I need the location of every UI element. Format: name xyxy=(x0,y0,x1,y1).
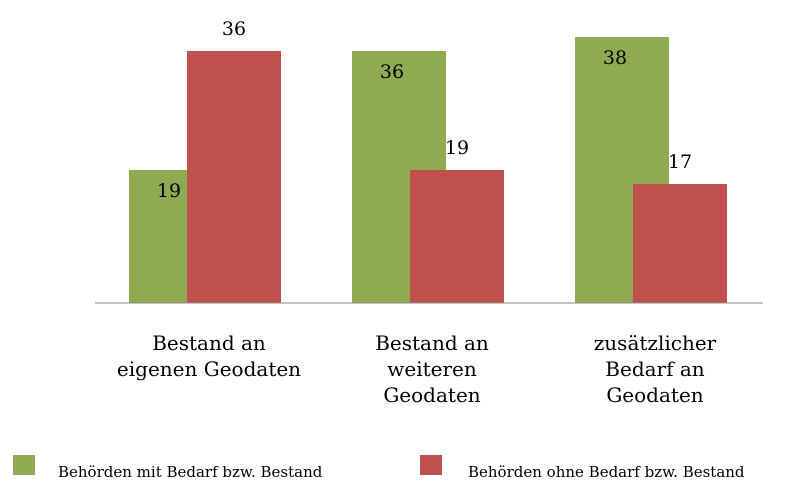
bar xyxy=(187,51,281,303)
bar xyxy=(633,184,727,303)
x-tick-label: Bestand an weiteren Geodaten xyxy=(375,331,489,407)
legend-label: Behörden mit Bedarf bzw. Bestand xyxy=(58,463,323,481)
data-label: 38 xyxy=(603,47,627,69)
legend-swatch xyxy=(13,455,35,475)
data-label: 36 xyxy=(380,61,404,83)
data-label: 19 xyxy=(445,137,469,159)
x-tick-label: zusätzlicher Bedarf an Geodaten xyxy=(593,331,717,407)
data-label: 19 xyxy=(157,180,181,202)
data-label: 17 xyxy=(668,151,692,173)
legend-label: Behörden ohne Bedarf bzw. Bestand xyxy=(468,463,745,481)
bar xyxy=(410,170,504,303)
x-tick-label: Bestand an eigenen Geodaten xyxy=(116,331,302,381)
data-label: 36 xyxy=(222,18,246,40)
legend-swatch xyxy=(420,455,442,475)
